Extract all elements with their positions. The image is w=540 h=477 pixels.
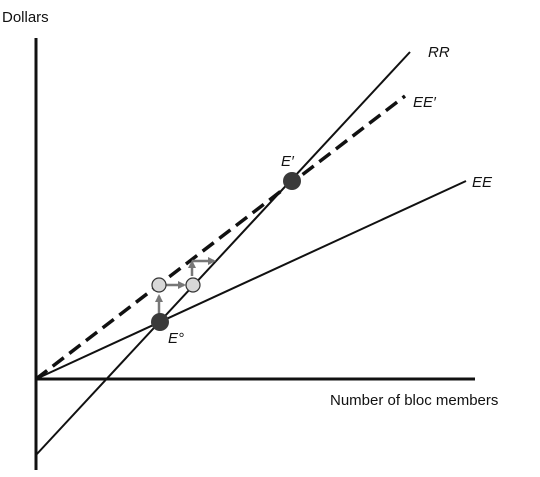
ee-label: EE [472,174,493,191]
e-prime-label: E′ [281,153,295,170]
ee-line [35,180,467,380]
x-axis-label: Number of bloc members [330,392,498,409]
ee-prime-line [34,94,407,381]
y-axis-label: Dollars [2,9,49,26]
e-zero-label: E° [168,330,184,347]
intermediate-point-1 [151,277,167,293]
equilibrium-e-prime [283,172,301,190]
equilibrium-e-zero [151,313,169,331]
rr-label: RR [428,44,450,61]
ee-prime-label: EE′ [413,94,437,111]
rr-line [35,51,411,456]
intermediate-point-2 [185,277,201,293]
